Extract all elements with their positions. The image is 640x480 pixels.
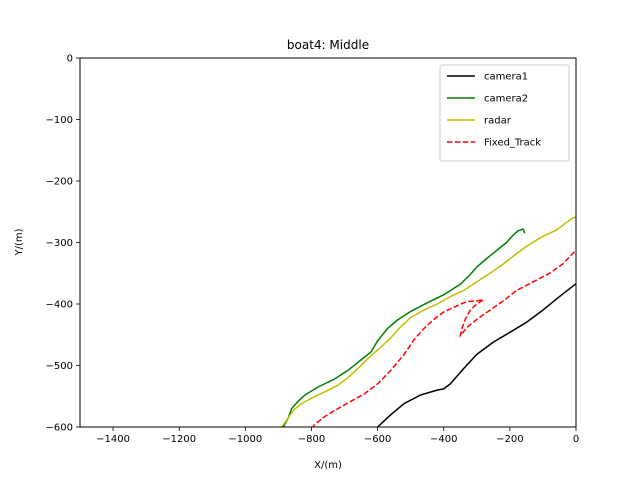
x-tick-label: −1400 bbox=[96, 434, 130, 445]
x-tick-label: −1000 bbox=[228, 434, 262, 445]
series-line-radar bbox=[281, 216, 576, 427]
legend-label: camera2 bbox=[484, 94, 528, 105]
x-tick-label: −600 bbox=[364, 434, 391, 445]
y-tick-label: −400 bbox=[46, 300, 73, 311]
legend-label: Fixed_Track bbox=[484, 138, 541, 149]
x-tick-label: −1200 bbox=[162, 434, 196, 445]
chart-title: boat4: Middle bbox=[287, 38, 369, 52]
series-line-camera2 bbox=[282, 228, 526, 427]
x-tick-label: −200 bbox=[496, 434, 523, 445]
y-tick-label: 0 bbox=[67, 54, 73, 65]
y-axis-label: Y/(m) bbox=[14, 228, 25, 256]
x-axis-label: X/(m) bbox=[314, 460, 342, 471]
x-axis: −1400 −1200 −1000 −800 −600 −400 −200 0 bbox=[96, 427, 579, 445]
x-tick-label: 0 bbox=[573, 434, 579, 445]
y-tick-label: −300 bbox=[46, 238, 73, 249]
y-axis: 0 −100 −200 −300 −400 −500 −600 bbox=[46, 54, 80, 434]
legend-label: radar bbox=[484, 116, 512, 127]
legend-frame bbox=[439, 64, 570, 162]
series-line-fixed-track bbox=[311, 249, 576, 427]
y-tick-label: −100 bbox=[46, 115, 73, 126]
x-tick-label: −400 bbox=[430, 434, 457, 445]
series-line-camera1 bbox=[377, 283, 576, 427]
legend-label: camera1 bbox=[484, 72, 528, 83]
series-layer bbox=[281, 216, 576, 427]
y-tick-label: −600 bbox=[46, 423, 73, 434]
y-tick-label: −500 bbox=[46, 361, 73, 372]
x-tick-label: −800 bbox=[298, 434, 325, 445]
legend: camera1 camera2 radar Fixed_Track bbox=[439, 64, 570, 162]
y-tick-label: −200 bbox=[46, 177, 73, 188]
